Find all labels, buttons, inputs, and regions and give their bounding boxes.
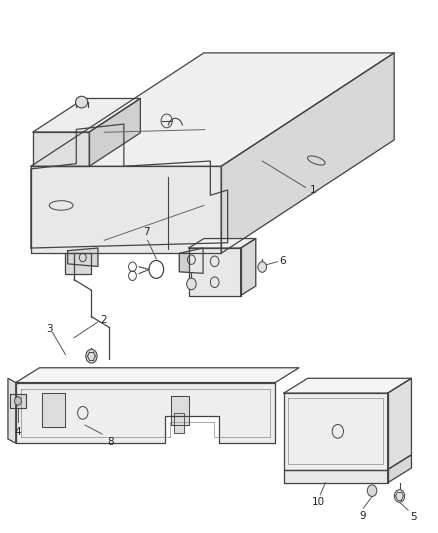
Polygon shape	[89, 99, 140, 166]
Text: 7: 7	[144, 227, 150, 237]
Circle shape	[367, 485, 377, 496]
Circle shape	[86, 349, 97, 363]
Circle shape	[258, 262, 267, 272]
Polygon shape	[221, 53, 394, 253]
Polygon shape	[67, 248, 98, 266]
Ellipse shape	[75, 96, 88, 108]
Polygon shape	[16, 368, 299, 383]
Polygon shape	[173, 413, 184, 433]
Circle shape	[187, 278, 196, 290]
Polygon shape	[171, 395, 189, 425]
Polygon shape	[189, 239, 256, 248]
Polygon shape	[31, 166, 221, 253]
Text: 8: 8	[108, 437, 114, 447]
Text: 5: 5	[410, 512, 417, 522]
Polygon shape	[189, 248, 240, 295]
Polygon shape	[388, 455, 411, 483]
Polygon shape	[33, 99, 140, 132]
Polygon shape	[42, 393, 66, 427]
Polygon shape	[8, 378, 16, 443]
Polygon shape	[31, 53, 394, 166]
Polygon shape	[284, 378, 411, 393]
Polygon shape	[33, 132, 89, 166]
Text: 9: 9	[359, 511, 366, 521]
Text: 10: 10	[311, 497, 325, 507]
Polygon shape	[10, 394, 26, 408]
Text: 4: 4	[14, 427, 21, 438]
Text: 3: 3	[46, 324, 53, 334]
Text: 6: 6	[279, 256, 286, 265]
Circle shape	[394, 490, 405, 502]
Polygon shape	[388, 378, 411, 470]
Polygon shape	[66, 253, 92, 274]
Polygon shape	[284, 470, 388, 483]
Text: 1: 1	[310, 185, 316, 195]
Polygon shape	[240, 239, 256, 295]
Polygon shape	[179, 248, 203, 273]
Circle shape	[14, 397, 21, 405]
Polygon shape	[31, 124, 228, 248]
Polygon shape	[16, 383, 275, 443]
Text: 2: 2	[100, 316, 107, 325]
Polygon shape	[284, 393, 388, 470]
